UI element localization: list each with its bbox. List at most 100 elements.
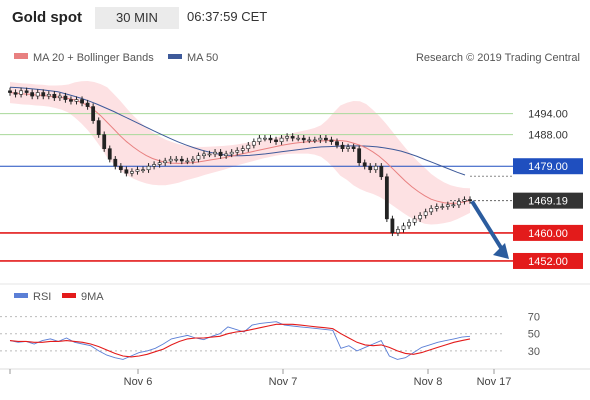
bollinger-legend-label: MA 20 + Bollinger Bands <box>33 52 154 64</box>
candle-body <box>263 137 267 140</box>
x-axis: Nov 6 Nov 7 Nov 8 Nov 17 <box>0 368 590 388</box>
candle-body <box>141 169 145 172</box>
candle-body <box>329 139 334 142</box>
candle-body <box>412 218 417 223</box>
candle-body <box>351 146 356 149</box>
candle-body <box>185 160 190 163</box>
candle-body <box>8 90 12 93</box>
candle-body <box>240 148 245 151</box>
level-label-1479.00: 1479.00 <box>528 161 568 173</box>
candle-body <box>213 151 217 155</box>
candle-body <box>340 144 345 149</box>
x-tick-label: Nov 8 <box>414 376 443 388</box>
candle-body <box>434 206 439 209</box>
chart-legend: MA 20 + Bollinger Bands MA 50 Research ©… <box>14 52 580 64</box>
candle-body <box>52 93 57 99</box>
rsi-ma-legend-label: 9MA <box>81 291 104 303</box>
candle-body <box>196 155 201 160</box>
candle-body <box>396 229 400 234</box>
x-tick-label: Nov 7 <box>269 376 298 388</box>
candle-body <box>246 144 251 149</box>
candle-body <box>224 153 229 157</box>
rsi-legend-label: RSI <box>33 291 51 303</box>
level-box-1479.00 <box>513 158 583 175</box>
rsi-panel: 70 50 30 <box>0 312 540 360</box>
candle-body <box>157 162 162 165</box>
candle-body <box>368 165 373 171</box>
candle-body <box>130 171 134 174</box>
candle-body <box>418 215 423 220</box>
candle-body <box>41 92 46 97</box>
candle-body <box>218 151 223 157</box>
candle-body <box>318 137 323 141</box>
candle-body <box>451 204 456 207</box>
instrument-title: Gold spot <box>12 9 82 26</box>
candle-body <box>257 137 262 142</box>
level-label-1488.00: 1488.00 <box>528 130 568 142</box>
candle-body <box>30 92 35 97</box>
x-tick-label: Nov 17 <box>477 376 512 388</box>
candle-body <box>63 95 68 100</box>
level-label-1452.00: 1452.00 <box>528 256 568 268</box>
candle-body <box>440 206 445 208</box>
level-box-1488.00 <box>513 126 583 143</box>
candle-body <box>13 92 18 95</box>
level-box-1494.00 <box>513 105 583 122</box>
candle-body <box>457 201 461 206</box>
level-box-1452.00 <box>513 252 583 269</box>
candle-body <box>301 137 306 141</box>
candle-body <box>429 208 434 213</box>
forecast-arrow-head <box>493 242 509 259</box>
candle-body <box>229 151 234 155</box>
candle-body <box>379 165 384 178</box>
level-label-1494.00: 1494.00 <box>528 109 568 121</box>
candle-body <box>107 148 112 160</box>
rsi-tick-label-30: 30 <box>528 346 540 358</box>
rsi-legend-swatch <box>14 293 28 298</box>
bollinger-legend-swatch <box>14 53 28 59</box>
candle-body <box>35 92 40 97</box>
bollinger-band <box>10 81 470 225</box>
rsi-ma-line <box>9 323 471 358</box>
candle-body <box>324 137 328 141</box>
rsi-tick-label-70: 70 <box>528 312 540 324</box>
candle-body <box>74 99 79 102</box>
candle-body <box>268 137 273 141</box>
candle-body <box>357 148 362 164</box>
candle-body <box>19 90 23 95</box>
candle-body <box>296 137 301 140</box>
candle-body <box>135 169 140 172</box>
rsi-tick-label-50: 50 <box>528 329 540 341</box>
timeframe-selector[interactable]: 30 MIN <box>95 7 179 29</box>
price-panel: 1494.00 1488.00 1479.00 1469.19 1460.00 1452.… <box>0 81 583 269</box>
candle-body <box>274 139 278 142</box>
forecast-arrow-shaft <box>470 200 505 253</box>
candle-body <box>307 139 312 142</box>
candle-body <box>312 139 317 142</box>
x-tick-label: Nov 6 <box>124 376 153 388</box>
candle-body <box>362 162 367 167</box>
candle-body <box>373 165 378 171</box>
candle-body <box>190 158 195 162</box>
candle-body <box>174 158 179 161</box>
ma50-line <box>9 86 466 176</box>
candle-body <box>146 165 151 171</box>
candle-body <box>85 102 90 107</box>
candle-body <box>390 218 395 234</box>
candle-body <box>57 95 62 99</box>
candle-body <box>468 199 472 201</box>
level-box-1469.19 <box>513 192 583 209</box>
candle-body <box>69 99 73 102</box>
level-label-1460.00: 1460.00 <box>528 228 568 240</box>
candle-body <box>202 153 206 157</box>
candle-body <box>445 204 450 207</box>
timestamp: 06:37:59 CET <box>187 9 268 24</box>
candle-body <box>179 158 184 162</box>
candle-body <box>423 211 428 216</box>
candle-body <box>335 141 339 146</box>
candle-body <box>124 169 129 174</box>
candle-body <box>46 93 51 97</box>
candle-body <box>407 222 411 227</box>
candle-body <box>24 90 29 93</box>
candle-body <box>235 150 240 153</box>
